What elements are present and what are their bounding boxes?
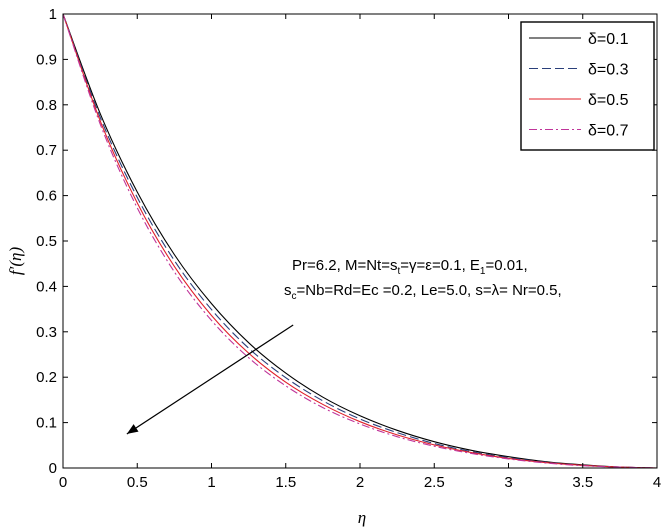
y-tick-label: 0.9 xyxy=(36,51,57,68)
y-tick-label: 0.4 xyxy=(36,278,57,295)
annotation: Pr=6.2, M=Nt=st=γ=ε=0.1, E1=0.01, sc=Nb=R… xyxy=(126,257,562,435)
annotation-line-2: sc=Nb=Rd=Ec =0.2, Le=5.0, s=λ= Nr=0.5, xyxy=(284,282,562,302)
annotation-arrow-shaft xyxy=(126,324,294,435)
annotation-line-1: Pr=6.2, M=Nt=st=γ=ε=0.1, E1=0.01, xyxy=(292,257,528,277)
legend-label-3: δ=0.7 xyxy=(588,123,629,140)
x-tick-label: 4 xyxy=(653,474,661,491)
y-tick-label: 0.3 xyxy=(36,324,57,341)
legend: δ=0.1 δ=0.3 δ=0.5 δ=0.7 xyxy=(520,21,655,151)
axes: 0 0.5 1 1.5 2 2.5 3 3.5 4 0 0.1 0.2 0.3 0.4 0.5 0.6 0.7 0… xyxy=(36,6,661,491)
y-tick-label: 0.5 xyxy=(36,233,57,250)
annotation-arrow-head xyxy=(126,424,139,434)
legend-label-1: δ=0.3 xyxy=(588,62,629,79)
y-tick-label: 0.6 xyxy=(36,188,57,205)
legend-box xyxy=(520,21,655,151)
y-tick-label: 0.1 xyxy=(36,415,57,432)
legend-label-2: δ=0.5 xyxy=(588,92,629,109)
x-tick-label: 2.5 xyxy=(424,474,445,491)
x-tick-label: 0.5 xyxy=(127,474,148,491)
x-axis-label: η xyxy=(358,508,366,527)
x-tick-label: 1.5 xyxy=(275,474,296,491)
x-tick-label: 0 xyxy=(59,474,67,491)
y-tick-label: 1 xyxy=(49,6,57,23)
x-tick-label: 3 xyxy=(504,474,512,491)
y-tick-label: 0 xyxy=(49,460,57,477)
series-line-3 xyxy=(62,13,658,469)
y-tick-label: 0.8 xyxy=(36,97,57,114)
y-tick-label: 0.7 xyxy=(36,142,57,159)
y-tick-label: 0.2 xyxy=(36,369,57,386)
series-layer xyxy=(62,13,658,469)
x-tick-label: 2 xyxy=(356,474,364,491)
y-axis-label: f′(η) xyxy=(6,247,25,276)
x-tick-label: 3.5 xyxy=(572,474,593,491)
legend-label-0: δ=0.1 xyxy=(588,31,629,48)
x-tick-label: 1 xyxy=(207,474,215,491)
